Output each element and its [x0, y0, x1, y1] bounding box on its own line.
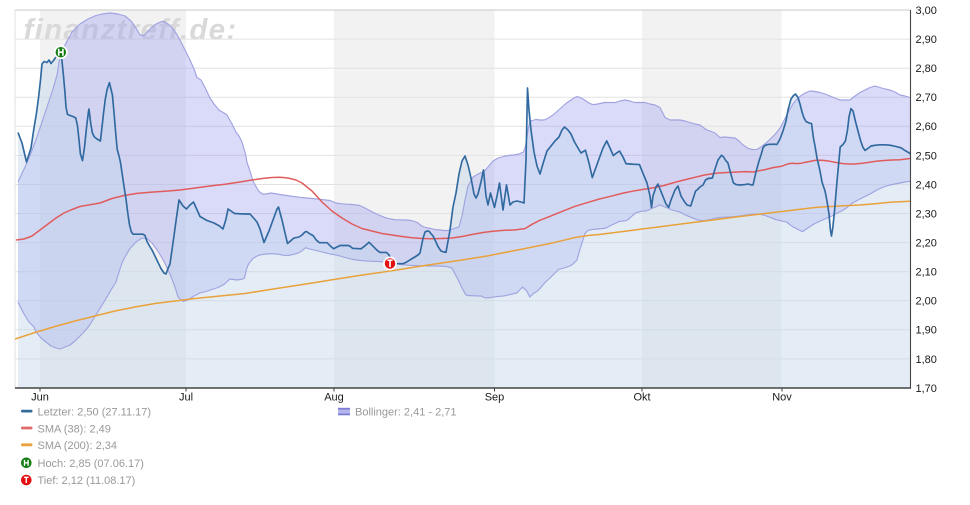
svg-text:1,70: 1,70	[916, 383, 937, 395]
svg-text:Hoch: 2,85 (07.06.17): Hoch: 2,85 (07.06.17)	[38, 458, 144, 470]
svg-text:2,00: 2,00	[916, 296, 937, 308]
svg-text:Nov: Nov	[772, 392, 792, 404]
svg-text:2,70: 2,70	[916, 92, 937, 104]
svg-text:3,00: 3,00	[916, 5, 937, 17]
svg-text:Tief: 2,12 (11.08.17): Tief: 2,12 (11.08.17)	[38, 475, 136, 487]
svg-text:Sep: Sep	[485, 392, 505, 404]
svg-text:2,10: 2,10	[916, 267, 937, 279]
svg-text:Jul: Jul	[179, 392, 193, 404]
svg-text:Aug: Aug	[324, 392, 344, 404]
svg-text:Jun: Jun	[31, 392, 49, 404]
svg-text:SMA (38): 2,49: SMA (38): 2,49	[38, 423, 111, 435]
svg-text:finanztreff.de:: finanztreff.de:	[24, 14, 238, 47]
svg-text:1,90: 1,90	[916, 325, 937, 337]
svg-text:Okt: Okt	[633, 392, 650, 404]
svg-text:2,50: 2,50	[916, 150, 937, 162]
svg-text:2,30: 2,30	[916, 208, 937, 220]
svg-text:1,80: 1,80	[916, 354, 937, 366]
svg-text:2,60: 2,60	[916, 121, 937, 133]
svg-text:2,40: 2,40	[916, 179, 937, 191]
svg-text:Bollinger: 2,41 - 2,71: Bollinger: 2,41 - 2,71	[355, 407, 457, 419]
svg-text:2,90: 2,90	[916, 34, 937, 46]
svg-text:2,80: 2,80	[916, 63, 937, 75]
svg-text:2,20: 2,20	[916, 238, 937, 250]
svg-text:Letzter: 2,50 (27.11.17): Letzter: 2,50 (27.11.17)	[38, 407, 152, 419]
svg-text:SMA (200): 2,34: SMA (200): 2,34	[38, 440, 118, 452]
